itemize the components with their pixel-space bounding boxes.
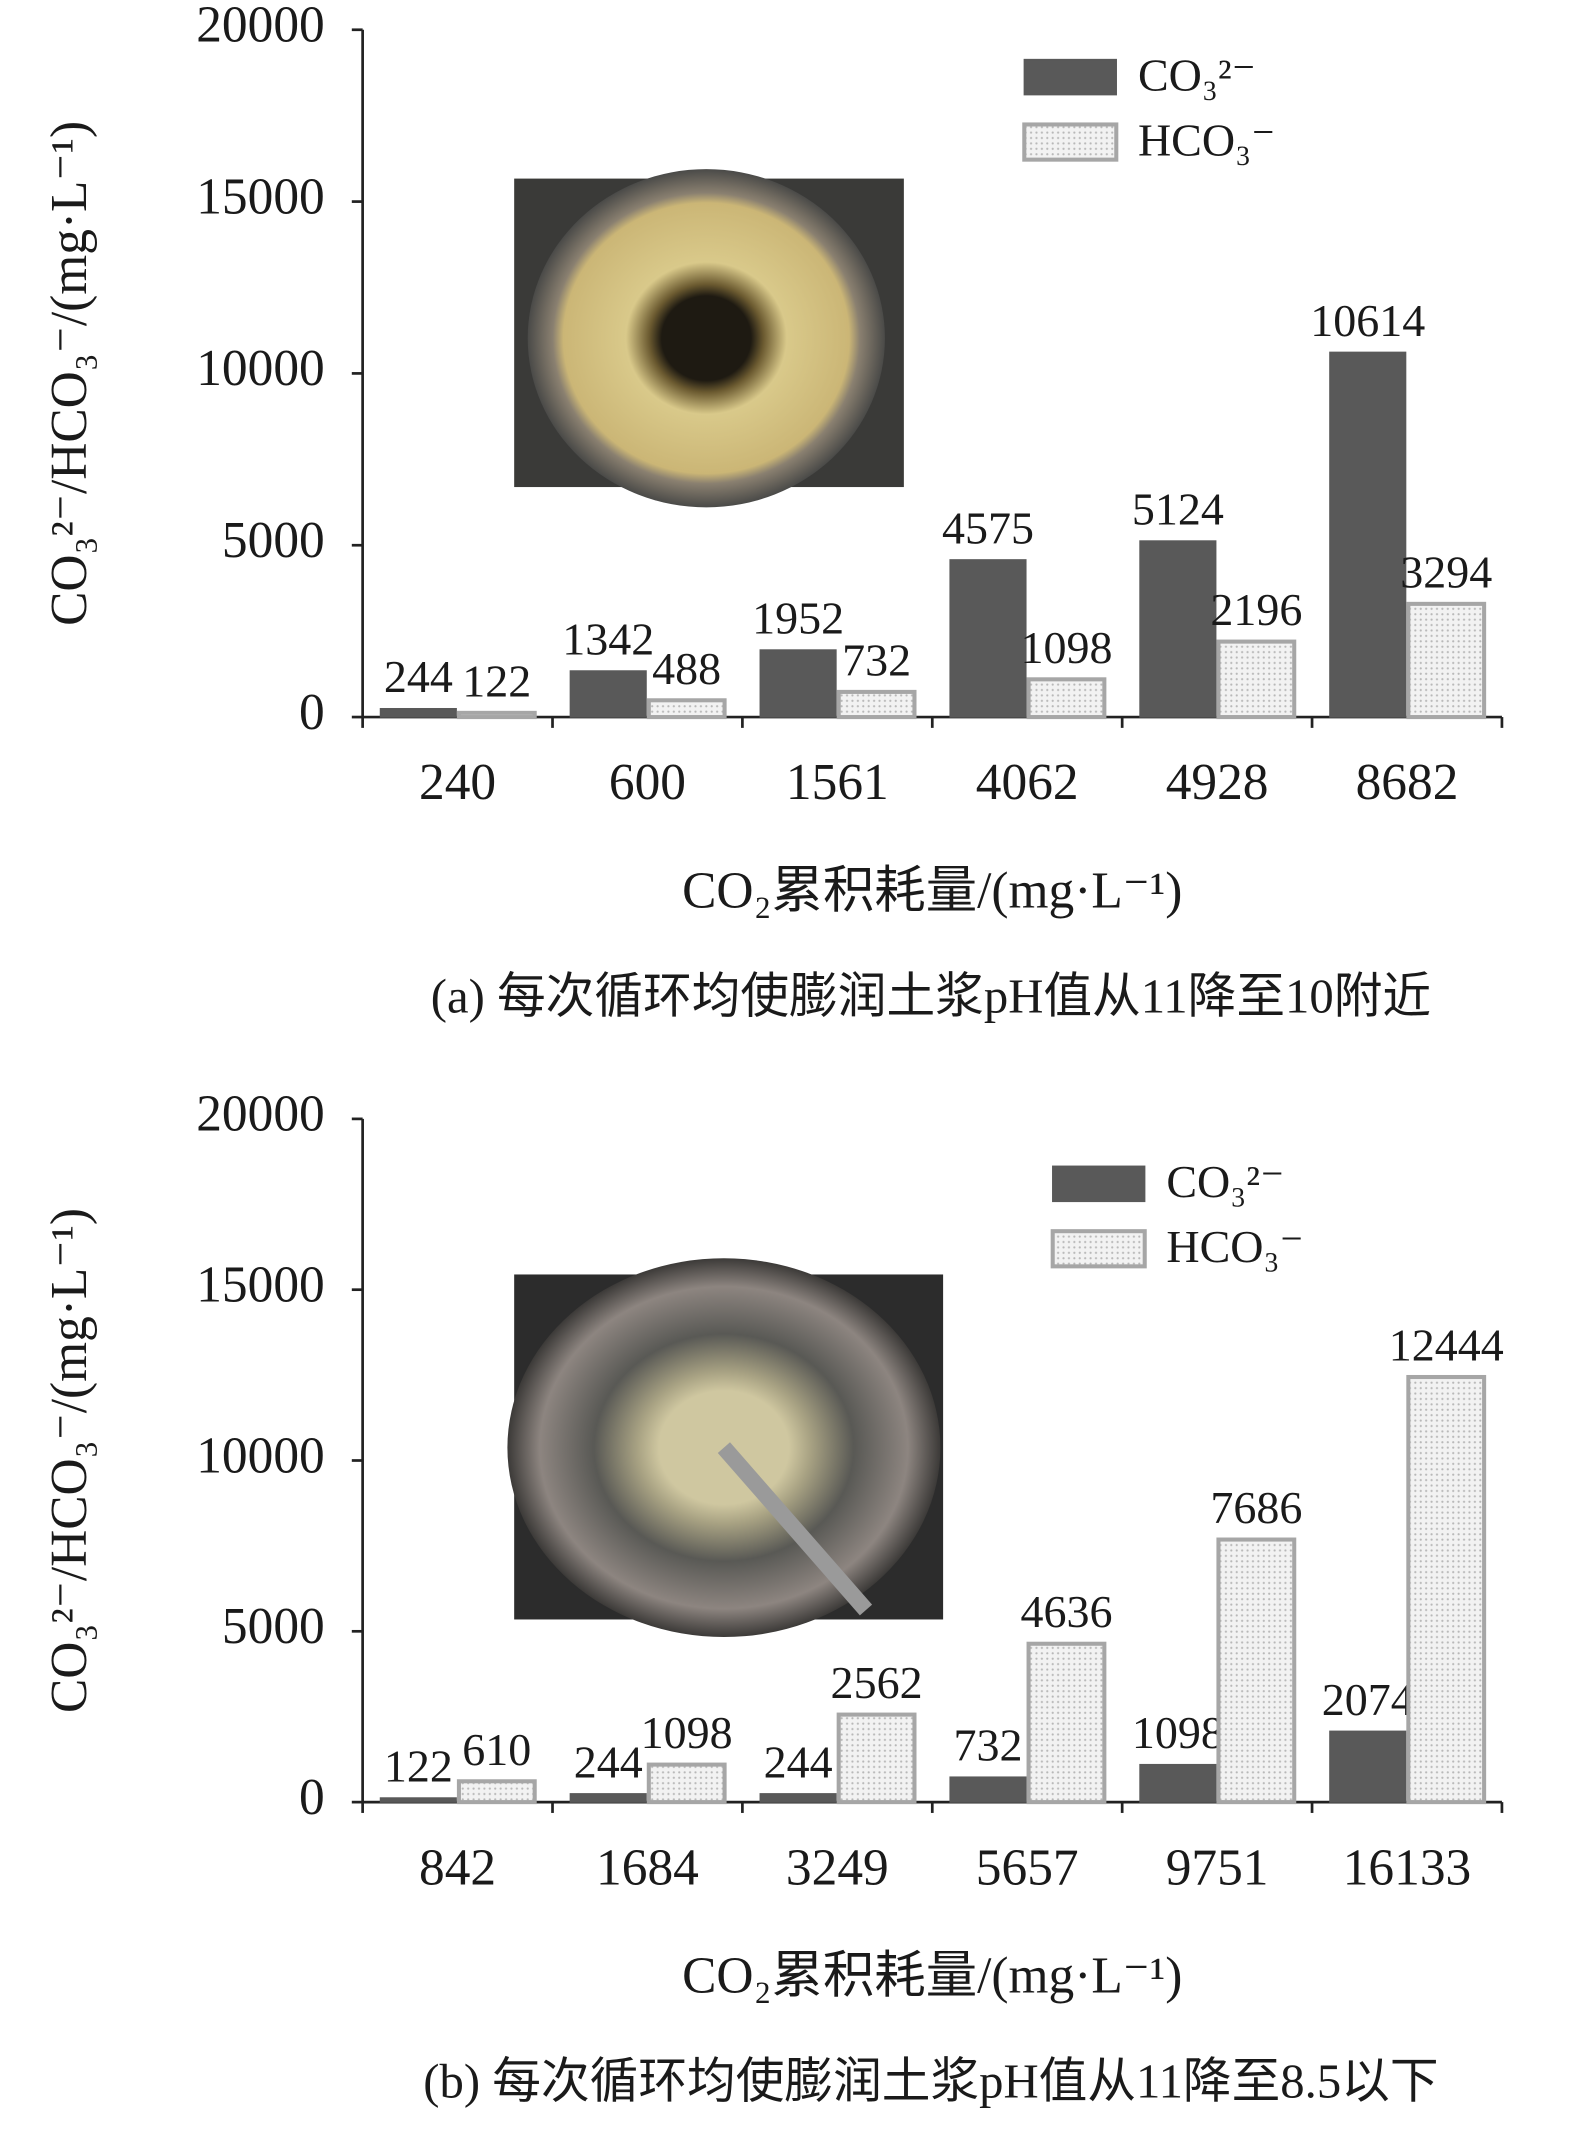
bar [1329,1730,1407,1803]
x-axis-title: CO₂累积耗量/(mg·L⁻¹) [682,862,1182,919]
legend-swatch [1023,58,1117,96]
x-tick-label: 4062 [976,754,1079,811]
bar [949,559,1027,718]
bar [1139,540,1217,718]
caption: (b) 每次循环均使膨润土浆pH值从11降至8.5以下 [423,2054,1438,2108]
x-tick-label: 842 [419,1839,496,1896]
legend-swatch [1052,1165,1146,1203]
x-tick-label: 1684 [596,1839,699,1896]
legend-swatch [1050,1229,1147,1269]
y-tick-label: 0 [299,684,325,741]
x-tick-label: 5657 [976,1839,1079,1896]
x-tick-label: 4928 [1166,754,1269,811]
bar [1139,1763,1217,1803]
bar [456,1779,537,1805]
data-label: 610 [462,1724,531,1775]
inset-photo-b [507,1258,944,1638]
data-label: 1098 [1020,622,1112,673]
data-label: 3294 [1400,546,1492,597]
data-label: 10614 [1310,295,1425,346]
data-label: 5124 [1132,483,1224,534]
data-label: 2562 [831,1657,923,1708]
y-tick-label: 20000 [196,0,325,54]
data-label: 2074 [1322,1674,1414,1725]
caption: (a) 每次循环均使膨润土浆pH值从11降至10附近 [431,969,1431,1023]
y-tick-label: 15000 [196,168,325,225]
data-label: 732 [842,634,911,685]
y-tick-label: 5000 [222,1598,325,1655]
bar [646,698,727,720]
bar [1026,677,1107,720]
y-tick-label: 10000 [196,1427,325,1484]
bar [1216,1537,1297,1805]
data-label: 4636 [1020,1586,1112,1637]
data-label: 7686 [1210,1482,1302,1533]
inset-photo-a [514,169,904,508]
legend-swatch [1022,122,1119,162]
legend-label: HCO₃⁻ [1138,114,1275,165]
data-label: 1098 [1132,1707,1224,1758]
x-tick-label: 16133 [1343,1839,1472,1896]
y-tick-label: 5000 [222,512,325,569]
data-label: 4575 [942,502,1034,553]
bar [1329,351,1407,718]
bar [1406,601,1487,720]
bar [379,707,457,718]
y-tick-label: 0 [299,1769,325,1826]
data-label: 2196 [1210,584,1302,635]
data-label: 1342 [562,613,654,664]
bar [1406,1374,1487,1805]
data-label: 488 [652,643,721,694]
bar [836,689,917,720]
x-tick-label: 240 [419,754,496,811]
x-tick-label: 8682 [1356,754,1459,811]
legend-label: CO₃²⁻ [1166,1156,1284,1207]
data-label: 1952 [752,592,844,643]
data-label: 244 [764,1736,833,1787]
x-tick-label: 600 [609,754,686,811]
bar [949,1776,1027,1803]
y-tick-label: 20000 [196,1086,325,1143]
bar [1216,639,1297,720]
data-label: 122 [384,1740,453,1791]
bar [456,710,537,720]
data-label: 12444 [1389,1320,1504,1371]
data-label: 244 [384,651,453,702]
x-axis-title: CO₂累积耗量/(mg·L⁻¹) [682,1948,1182,2005]
x-tick-label: 9751 [1166,1839,1269,1896]
data-label: 122 [462,655,531,706]
bar [759,649,837,718]
bar [836,1712,917,1805]
y-tick-label: 15000 [196,1256,325,1313]
x-tick-label: 3249 [786,1839,889,1896]
x-tick-label: 1561 [786,754,889,811]
bar [646,1762,727,1805]
legend-label: CO₃²⁻ [1138,49,1256,100]
data-label: 732 [953,1720,1022,1771]
bar [1026,1641,1107,1805]
bar [759,1793,837,1803]
y-tick-label: 10000 [196,340,325,397]
legend-label: HCO₃⁻ [1166,1221,1303,1272]
y-axis-title: CO₃²⁻/HCO₃⁻/(mg·L⁻¹) [41,1208,98,1713]
data-label: 1098 [641,1707,733,1758]
bar [569,670,647,718]
y-axis-title: CO₃²⁻/HCO₃⁻/(mg·L⁻¹) [41,121,98,626]
bar [569,1793,647,1803]
bar [379,1797,457,1803]
data-label: 244 [574,1736,643,1787]
